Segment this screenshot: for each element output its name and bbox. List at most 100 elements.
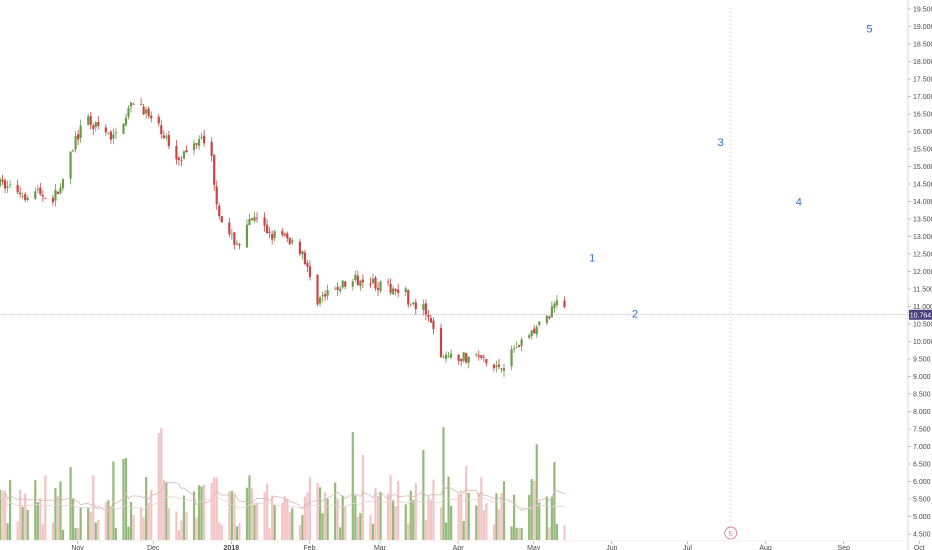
event-marker[interactable]: E	[724, 526, 738, 540]
volume-bar	[467, 492, 470, 540]
candle	[1, 174, 4, 186]
volume-bar	[374, 487, 377, 540]
volume-bar	[39, 497, 42, 540]
candle	[548, 315, 551, 320]
candle	[74, 131, 77, 153]
volume-bar	[351, 432, 354, 540]
volume-bar	[94, 522, 97, 540]
candle	[515, 341, 518, 348]
price-tick-label: 4.500	[913, 532, 931, 539]
volume-bar	[127, 526, 130, 540]
event-circle[interactable]	[724, 526, 738, 540]
price-tick-label: 16.500	[913, 112, 932, 119]
candle	[26, 195, 29, 202]
volume-bar	[439, 507, 443, 540]
time-tick-label: Mar	[374, 545, 387, 550]
price-tick-label: 16.000	[913, 129, 932, 136]
volume-bar	[326, 498, 329, 540]
price-tick-label: 10.000	[913, 339, 932, 346]
price-tick-label: 6.500	[913, 462, 931, 469]
candle	[281, 227, 284, 238]
candle	[97, 115, 100, 130]
time-tick-label: Feb	[303, 545, 315, 550]
candle	[502, 363, 506, 377]
volume-bar	[250, 488, 254, 540]
price-tick-label: 13.500	[913, 217, 932, 224]
volume-bar	[180, 520, 183, 540]
candle	[334, 286, 337, 290]
volume-bar	[253, 504, 256, 540]
candle	[220, 215, 223, 223]
candle	[500, 368, 503, 373]
volume-bar	[555, 523, 559, 540]
volume-bar	[77, 527, 80, 540]
volume-bar	[339, 527, 342, 540]
candle	[555, 295, 559, 310]
volume-bar	[389, 475, 392, 540]
candle	[371, 273, 375, 284]
candle	[477, 350, 480, 361]
candle	[291, 237, 294, 245]
candle	[94, 120, 97, 132]
candle	[376, 282, 380, 296]
candle	[412, 301, 415, 306]
price-tick-label: 11.500	[913, 287, 932, 294]
volume-bar	[175, 511, 178, 540]
volume-bar	[238, 523, 241, 540]
volume-bar	[462, 520, 465, 540]
candle	[528, 333, 531, 340]
volume-bar	[167, 508, 170, 540]
time-axis[interactable]: OctNovDec2018FebMarAprMayJunJulAugSepOct…	[0, 540, 932, 550]
wave-label: 2	[632, 309, 638, 321]
volume-bar	[34, 480, 37, 540]
candle	[323, 290, 327, 301]
candle	[480, 355, 483, 361]
volume-bar	[3, 491, 7, 540]
volume-bar	[54, 488, 57, 540]
volume-bar	[530, 479, 533, 540]
volume-bar	[235, 526, 238, 540]
candle	[182, 150, 186, 160]
time-tick-label: Jul	[683, 545, 692, 550]
candle	[253, 211, 256, 223]
candle	[485, 359, 488, 367]
candle	[518, 344, 521, 348]
candle	[467, 355, 470, 369]
candle	[245, 219, 249, 248]
price-candles	[0, 97, 566, 377]
candle	[51, 195, 55, 207]
candle	[545, 314, 548, 326]
volume-bar	[394, 506, 397, 540]
candle	[230, 228, 233, 240]
time-tick-label: Apr	[453, 545, 465, 550]
price-axis[interactable]: 4.500 5.000 5.500 6.000 6.500 7.000 7.500 8.000…	[907, 0, 932, 550]
current-price-line: 10.764	[0, 309, 932, 320]
price-tick-label: 12.500	[913, 252, 932, 259]
volume-bar	[92, 475, 95, 540]
candle	[129, 101, 133, 113]
volume-bar	[255, 502, 259, 540]
volume-bar	[124, 457, 128, 540]
volume-bar	[21, 506, 24, 540]
candle	[316, 274, 319, 307]
volume-bar	[36, 502, 39, 540]
candle	[185, 145, 188, 153]
candle	[462, 351, 465, 363]
volume-bar	[51, 522, 55, 540]
candle	[308, 260, 312, 281]
volume-bar	[210, 482, 213, 540]
volume-bar	[24, 493, 27, 540]
volume-bar	[281, 502, 284, 540]
candle	[69, 151, 72, 185]
candle	[167, 130, 170, 149]
volume-bar	[323, 492, 327, 540]
volume-bar	[465, 465, 468, 540]
candle	[104, 124, 107, 136]
candle	[263, 212, 266, 232]
candle	[424, 299, 427, 321]
candle	[392, 285, 395, 295]
volume-bar	[165, 482, 168, 540]
candle	[127, 105, 130, 120]
volume-bar	[107, 500, 110, 540]
volume-bar	[308, 476, 312, 540]
